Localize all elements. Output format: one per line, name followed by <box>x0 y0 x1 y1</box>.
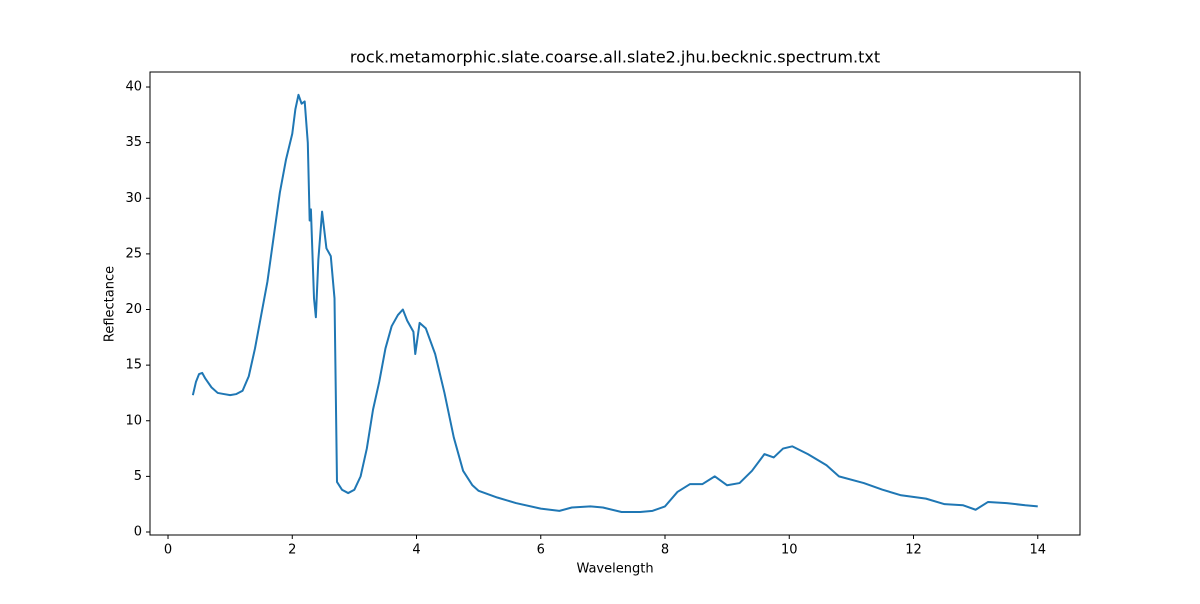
x-tick-label: 8 <box>661 543 669 558</box>
y-tick-label: 0 <box>134 524 142 539</box>
y-tick-label: 25 <box>125 246 142 261</box>
x-axis-label: Wavelength <box>576 562 653 577</box>
x-tick-label: 0 <box>164 543 172 558</box>
y-tick-label: 40 <box>125 80 142 95</box>
y-tick-label: 10 <box>125 413 142 428</box>
chart-title: rock.metamorphic.slate.coarse.all.slate2… <box>350 48 880 67</box>
y-axis-label: Reflectance <box>103 266 118 342</box>
x-tick-label: 12 <box>905 543 922 558</box>
y-tick-label: 35 <box>125 135 142 150</box>
x-tick-label: 10 <box>781 543 798 558</box>
x-tick-label: 2 <box>288 543 296 558</box>
plot-frame <box>149 71 1081 536</box>
y-tick-label: 20 <box>125 302 142 317</box>
x-tick-label: 14 <box>1029 543 1046 558</box>
y-tick-label: 15 <box>125 358 142 373</box>
data-line <box>191 93 1038 513</box>
y-tick-label: 30 <box>125 191 142 206</box>
y-tick-label: 5 <box>134 469 142 484</box>
x-tick-label: 4 <box>412 543 420 558</box>
x-tick-label: 6 <box>537 543 545 558</box>
